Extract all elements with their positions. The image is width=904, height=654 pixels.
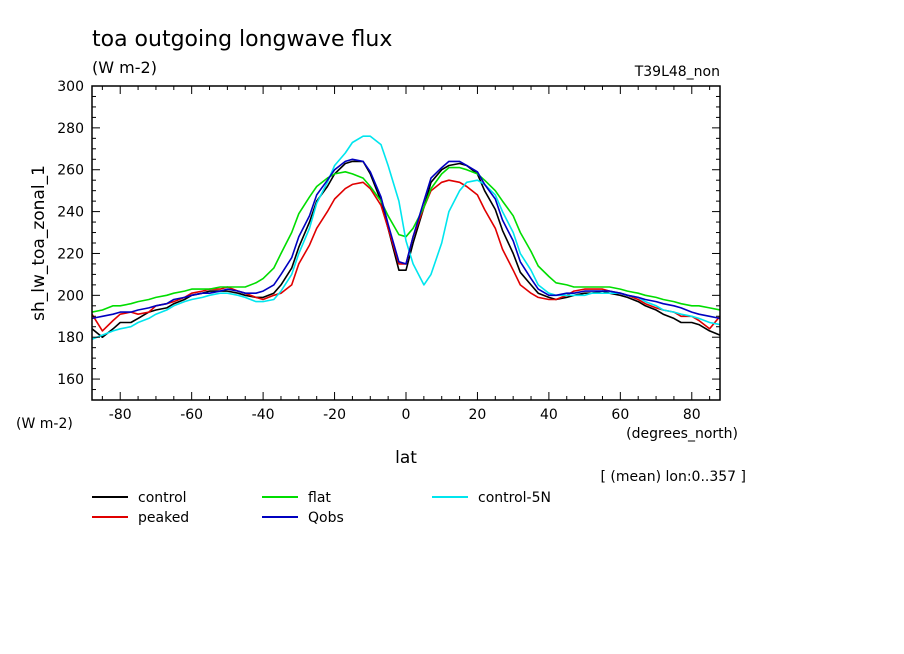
x-axis-label: lat	[395, 448, 417, 468]
series-line-peaked	[92, 179, 720, 332]
averaging-note: [ (mean) lon:0..357 ]	[601, 469, 746, 485]
x-tick-label: 60	[611, 407, 629, 423]
legend-label-control-5N: control-5N	[478, 490, 551, 506]
series-line-Qobs	[92, 158, 720, 320]
y-tick-label: 300	[57, 79, 84, 95]
series-line-control	[92, 160, 720, 339]
y-tick-label: 180	[57, 330, 84, 346]
x-tick-label: -20	[323, 407, 346, 423]
y-tick-label: 200	[57, 288, 84, 304]
y-tick-label: 280	[57, 121, 84, 137]
axes: -80 -60 -40 -20 0 20 40 60 80 160 180 200 220 240 260 2…	[57, 79, 721, 423]
legend-label-peaked: peaked	[138, 510, 189, 526]
legend-label-control: control	[138, 490, 187, 506]
series-line-control-5N	[92, 135, 720, 341]
x-tick-label: 20	[469, 407, 487, 423]
y-axis-units: (W m-2)	[16, 416, 73, 432]
run-label: T39L48_non	[634, 64, 720, 80]
y-tick-label: 220	[57, 246, 84, 262]
legend-label-flat: flat	[308, 490, 331, 506]
x-tick-label: -80	[109, 407, 132, 423]
x-tick-label: -40	[252, 407, 275, 423]
chart-title: toa outgoing longwave flux	[92, 27, 392, 52]
x-axis-units: (degrees_north)	[626, 426, 738, 442]
legend-label-Qobs: Qobs	[308, 510, 344, 526]
y-tick-label: 260	[57, 163, 84, 179]
x-tick-label: -60	[180, 407, 203, 423]
plot-area	[92, 135, 720, 341]
y-tick-label: 160	[57, 372, 84, 388]
chart-title-units: (W m-2)	[92, 58, 157, 77]
x-tick-label: 40	[540, 407, 558, 423]
y-axis-label: sh_lw_toa_zonal_1	[29, 165, 49, 321]
legend: control peaked flat Qobs control-5N	[92, 490, 551, 526]
x-tick-label: 80	[683, 407, 701, 423]
x-tick-label: 0	[402, 407, 411, 423]
y-tick-label: 240	[57, 205, 84, 221]
